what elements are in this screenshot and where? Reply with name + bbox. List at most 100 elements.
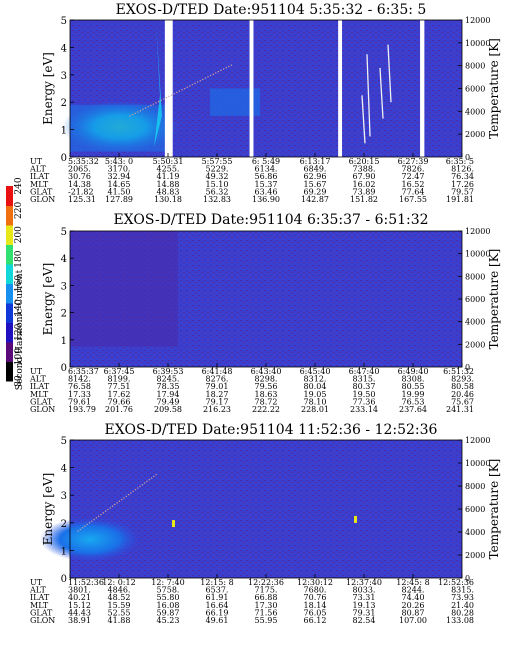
colorbar: 80 100 120 140 160 180 200 220 240 Second Harmon… [6, 177, 25, 390]
spectrogram-panel-1: EXOS-D/TED Date:951104 5:35:32 - 6:35: 5… [29, 2, 501, 204]
trace-dot [98, 515, 100, 517]
table-cell: 19.99 [402, 390, 425, 399]
table-cell: 6: 5:49 [252, 157, 280, 166]
y-right-tick-label: 10000 [465, 39, 490, 48]
table-cell: 77.64 [402, 187, 425, 196]
table-cell: 8298. [255, 375, 278, 384]
y-axis-label: Energy [eV] [41, 473, 55, 546]
trace-dot [157, 100, 160, 103]
trace-dot [144, 482, 146, 484]
table-cell: 49.61 [206, 616, 229, 625]
table-cell: 56.32 [206, 187, 229, 196]
table-cell: 142.87 [301, 195, 329, 204]
table-cell: 72.47 [402, 172, 425, 181]
colorbar-tick-label: 100 [14, 348, 24, 365]
table-cell: 71.56 [255, 608, 278, 617]
trace-dot [121, 498, 123, 501]
trace-dot [186, 86, 188, 88]
trace-dot [194, 82, 196, 85]
trace-dot [109, 507, 111, 509]
table-cell: 49.32 [206, 172, 229, 181]
table-cell: 7826. [402, 165, 425, 174]
table-cell: 6:27:39 [398, 157, 429, 166]
table-cell: 3170. [108, 165, 131, 174]
table-cell: 12:22:36 [248, 578, 284, 587]
y-right-tick-label: 0 [465, 153, 470, 162]
table-cell: -21.82 [68, 187, 94, 196]
table-cell: 14.65 [108, 180, 131, 189]
colorbar-swatch [6, 283, 13, 304]
trace-dot [107, 508, 109, 511]
y-tick-label: 5 [61, 436, 67, 447]
table-cell: 8308. [402, 375, 425, 384]
table-cell: 8142. [68, 375, 91, 384]
table-cell: 78.72 [255, 397, 278, 406]
table-cell: 70.76 [304, 593, 327, 602]
intensity-band [70, 104, 166, 152]
table-cell: 5:50:31 [153, 157, 184, 166]
table-cell: 66.12 [304, 616, 327, 625]
y-tick-label: 0 [61, 574, 67, 585]
spectrogram-panel-3: EXOS-D/TED Date:951104 11:52:36 - 12:52:… [29, 422, 501, 625]
trace-dot [137, 111, 139, 113]
table-cell: 80.04 [304, 382, 327, 391]
trace-dot [148, 479, 150, 481]
table-cell: 16.52 [402, 180, 425, 189]
table-cell: 66.19 [206, 608, 229, 617]
colorbar-tick-label: 200 [14, 226, 24, 243]
table-row-label: GLON [30, 405, 55, 414]
table-row-label: ILAT [30, 172, 50, 181]
y-tick-label: 5 [61, 227, 67, 238]
y-tick-label: 3 [61, 71, 67, 82]
colorbar-tick-label: 160 [14, 275, 24, 292]
colorbar-tick-label: 180 [14, 250, 24, 267]
y-tick-label: 2 [61, 98, 67, 109]
table-cell: 15.10 [206, 180, 229, 189]
table-cell: 74.40 [402, 593, 425, 602]
table-cell: 12:15: 8 [200, 578, 233, 587]
trace-dot [153, 475, 155, 478]
trace-dot [134, 488, 137, 491]
table-row-label: ILAT [30, 593, 50, 602]
trace-dot [230, 64, 233, 66]
table-cell: 78.35 [157, 382, 180, 391]
intensity-spot [354, 515, 357, 523]
table-cell: 59.87 [157, 608, 180, 617]
trace-dot [150, 104, 152, 107]
table-cell: 133.08 [446, 616, 474, 625]
trace-dot [95, 517, 98, 519]
spectrogram-field [70, 440, 462, 578]
table-cell: 80.87 [402, 608, 425, 617]
table-cell: 4846. [108, 586, 131, 595]
table-row-label: ALT [29, 375, 46, 384]
table-row-label: UT [30, 157, 43, 166]
trace-dot [176, 91, 178, 94]
table-cell: 76.58 [68, 382, 91, 391]
table-cell: 56.86 [255, 172, 278, 181]
trace-dot [139, 109, 142, 112]
intensity-streak [366, 54, 371, 137]
table-cell: 6:43:40 [251, 367, 282, 376]
table-cell: 167.55 [399, 195, 427, 204]
table-cell: 8244. [402, 586, 425, 595]
table-cell: 222.22 [252, 405, 280, 414]
y-right-tick-label: 4000 [465, 528, 485, 537]
table-cell: 6537. [206, 586, 229, 595]
table-cell: 151.82 [350, 195, 378, 204]
trace-dot [165, 96, 168, 99]
colorbar-swatch [6, 186, 13, 206]
y-tick-label: 4 [61, 254, 67, 265]
table-cell: 8293. [451, 375, 474, 384]
intensity-streak [379, 67, 384, 119]
table-cell: 16.02 [353, 180, 376, 189]
trace-dot [111, 505, 114, 507]
trace-dot [116, 502, 118, 504]
table-cell: 18.27 [206, 390, 229, 399]
trace-dot [141, 484, 144, 486]
table-cell: 127.89 [105, 195, 133, 204]
colorbar-swatch [6, 361, 13, 382]
intensity-streak [361, 95, 366, 144]
table-cell: 6:35: 5 [446, 157, 474, 166]
table-cell: 12:37:40 [346, 578, 382, 587]
